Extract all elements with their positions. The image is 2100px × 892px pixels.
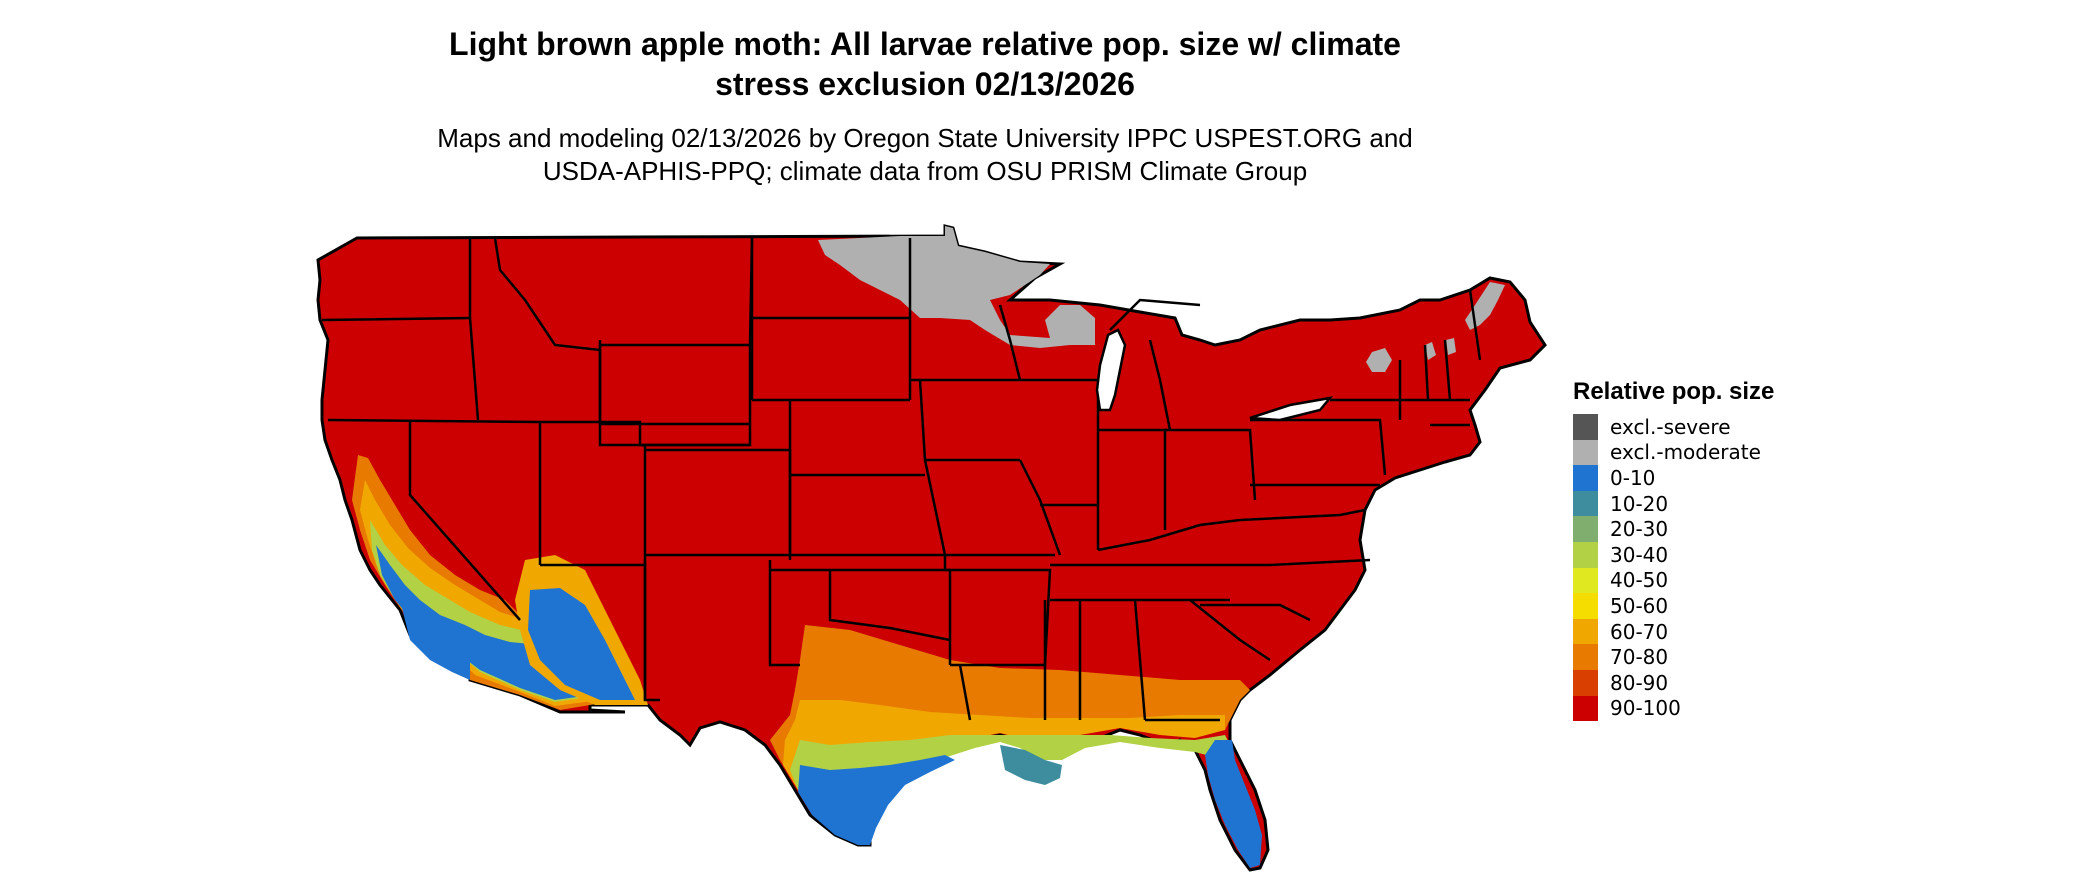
legend-item: 50-60 bbox=[1573, 593, 1774, 619]
region-excl-moderate-adirondacks bbox=[1366, 348, 1392, 372]
legend-swatch bbox=[1573, 593, 1598, 619]
legend-swatch bbox=[1573, 516, 1598, 542]
us-outline bbox=[316, 224, 1547, 872]
region-excl-moderate-nh bbox=[1446, 338, 1456, 355]
legend-item: 40-50 bbox=[1573, 567, 1774, 594]
subtitle-line-2: USDA-APHIS-PPQ; climate data from OSU PR… bbox=[542, 156, 1308, 186]
legend-label: 90-100 bbox=[1610, 696, 1681, 721]
legend-label: 20-30 bbox=[1610, 517, 1669, 542]
legend-swatch bbox=[1573, 465, 1598, 491]
legend-swatch bbox=[1573, 644, 1598, 670]
legend-item: 0-10 bbox=[1573, 465, 1774, 491]
legend-swatch bbox=[1573, 414, 1598, 440]
legend-label: 70-80 bbox=[1610, 645, 1669, 670]
title-line-1: Light brown apple moth: All larvae relat… bbox=[449, 26, 1401, 62]
title-line-2: stress exclusion 02/13/2026 bbox=[715, 66, 1135, 102]
legend-swatch bbox=[1573, 541, 1598, 568]
legend-swatch bbox=[1573, 669, 1598, 696]
region-excl-moderate-minnesota bbox=[818, 226, 1095, 348]
lake-erie bbox=[1249, 396, 1334, 422]
legend-swatch bbox=[1573, 439, 1598, 466]
region-florida-blue bbox=[1205, 740, 1262, 868]
legend-item: 60-70 bbox=[1573, 618, 1774, 645]
legend-swatch bbox=[1573, 695, 1598, 722]
legend-item: 90-100 bbox=[1573, 695, 1774, 722]
legend-items: excl.-severe excl.-moderate 0-10 10-20 20-30… bbox=[1573, 414, 1774, 722]
lake-michigan bbox=[1095, 328, 1127, 412]
region-ca-coastal-blue bbox=[400, 600, 470, 680]
region-gulf-green bbox=[790, 735, 1230, 842]
region-az-blue bbox=[528, 588, 635, 700]
legend-label: 80-90 bbox=[1610, 670, 1669, 695]
legend-item: 80-90 bbox=[1573, 669, 1774, 696]
region-gulf-yellow bbox=[783, 700, 1225, 840]
subtitle-line-1: Maps and modeling 02/13/2026 by Oregon S… bbox=[437, 123, 1413, 153]
region-excl-moderate-vermont bbox=[1425, 342, 1436, 360]
region-gulf-teal bbox=[1000, 745, 1062, 785]
legend-item: excl.-moderate bbox=[1573, 439, 1774, 466]
legend-item: excl.-severe bbox=[1573, 414, 1774, 440]
legend-item: 20-30 bbox=[1573, 516, 1774, 542]
legend-item: 70-80 bbox=[1573, 644, 1774, 670]
legend-label: excl.-moderate bbox=[1610, 440, 1761, 465]
legend: Relative pop. size excl.-severe excl.-mod… bbox=[1573, 378, 1775, 722]
legend-item: 30-40 bbox=[1573, 541, 1774, 568]
legend-swatch bbox=[1573, 618, 1598, 645]
legend-label: 60-70 bbox=[1610, 619, 1669, 644]
map-title: Light brown apple moth: All larvae relat… bbox=[350, 24, 1500, 104]
legend-label: 30-40 bbox=[1610, 542, 1669, 567]
legend-label: 10-20 bbox=[1610, 491, 1669, 516]
map-subtitle: Maps and modeling 02/13/2026 by Oregon S… bbox=[350, 122, 1500, 188]
legend-item: 10-20 bbox=[1573, 490, 1774, 517]
legend-title: Relative pop. size bbox=[1573, 378, 1775, 405]
region-texas-blue bbox=[798, 755, 955, 845]
legend-label: 40-50 bbox=[1610, 568, 1669, 593]
legend-label: 0-10 bbox=[1610, 465, 1656, 490]
legend-label: excl.-severe bbox=[1610, 414, 1731, 439]
legend-swatch bbox=[1573, 567, 1598, 594]
legend-label: 50-60 bbox=[1610, 593, 1669, 618]
state-borders bbox=[321, 237, 1482, 722]
legend-swatch bbox=[1573, 490, 1598, 517]
